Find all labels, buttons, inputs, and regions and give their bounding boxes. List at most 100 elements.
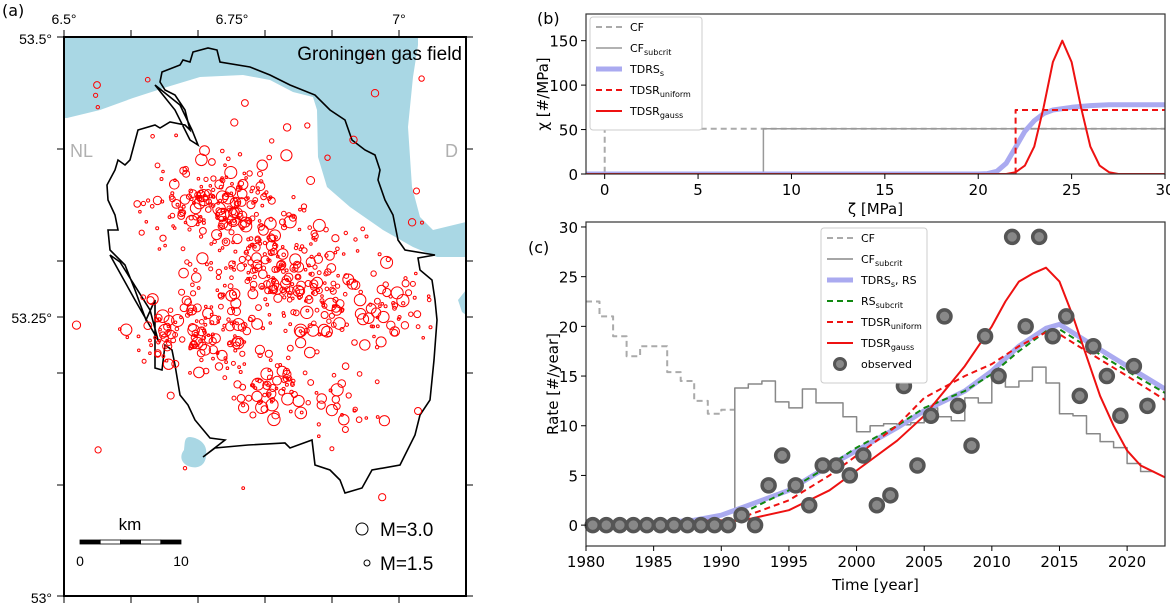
earthquake-marker xyxy=(163,243,167,248)
earthquake-marker xyxy=(233,348,238,353)
earthquake-marker xyxy=(303,267,308,272)
earthquake-marker xyxy=(164,345,168,349)
earthquake-marker xyxy=(144,76,151,83)
observed-point xyxy=(1003,228,1021,246)
earthquake-marker xyxy=(237,179,249,190)
observed-point xyxy=(1139,397,1156,415)
observed-point xyxy=(1085,337,1102,355)
x-tick-label: 1995 xyxy=(770,553,808,571)
legend-label-sub: uniform xyxy=(891,322,922,331)
earthquake-marker xyxy=(210,194,216,199)
earthquake-marker xyxy=(232,267,237,272)
earthquake-marker xyxy=(320,294,324,298)
earthquake-marker xyxy=(188,189,198,198)
earthquake-marker xyxy=(369,324,374,329)
earthquake-marker xyxy=(257,378,262,384)
earthquake-marker xyxy=(264,217,277,230)
earthquake-marker xyxy=(400,321,410,330)
earthquake-marker xyxy=(335,283,341,289)
earthquake-marker xyxy=(283,376,289,383)
x-tick-label: 0 xyxy=(600,181,610,199)
earthquake-marker xyxy=(174,326,180,332)
earthquake-marker xyxy=(152,195,163,206)
earthquake-marker xyxy=(377,252,382,257)
scale-bar-graphic xyxy=(79,539,182,545)
x-tick-label: 2010 xyxy=(973,553,1011,571)
earthquake-marker xyxy=(181,204,186,209)
earthquake-marker xyxy=(372,334,376,339)
series-line-cf-subcrit xyxy=(586,127,1165,174)
earthquake-marker xyxy=(183,220,188,225)
earthquake-marker xyxy=(246,270,251,275)
earthquake-marker xyxy=(255,190,261,195)
earthquake-marker xyxy=(360,226,366,232)
map-title: Groningen gas field xyxy=(297,44,462,65)
earthquake-marker xyxy=(312,264,318,270)
earthquake-marker xyxy=(358,289,364,295)
earthquake-marker xyxy=(244,278,251,285)
earthquake-marker xyxy=(215,288,220,293)
earthquake-marker xyxy=(324,250,335,261)
series-line-cf xyxy=(586,300,735,415)
observed-point xyxy=(665,516,683,534)
earthquake-marker xyxy=(232,337,242,347)
earthquake-marker xyxy=(295,274,301,280)
earthquake-marker xyxy=(301,247,308,254)
earthquake-marker xyxy=(246,200,256,210)
earthquake-marker xyxy=(342,273,355,286)
earthquake-marker xyxy=(300,305,314,319)
earthquake-marker xyxy=(179,336,186,343)
earthquake-marker xyxy=(294,406,308,420)
earthquake-marker xyxy=(375,324,380,329)
earthquake-marker xyxy=(278,264,283,269)
observed-point xyxy=(1071,387,1089,405)
legend-label-main: CF xyxy=(861,232,875,245)
lake xyxy=(181,437,207,468)
earthquake-marker xyxy=(275,254,280,259)
legend-circle-m15 xyxy=(363,559,371,567)
earthquake-marker xyxy=(171,199,182,209)
earthquake-marker xyxy=(288,409,293,414)
earthquake-marker xyxy=(409,280,416,287)
x-axis-label: Time [year] xyxy=(831,576,919,594)
earthquake-marker xyxy=(196,195,203,202)
earthquake-marker xyxy=(196,326,207,337)
earthquake-events xyxy=(71,53,433,502)
earthquake-marker xyxy=(289,213,297,222)
earthquake-marker xyxy=(331,372,337,378)
earthquake-marker xyxy=(298,329,303,333)
legend-label: CF xyxy=(861,232,875,245)
earthquake-marker xyxy=(272,242,277,246)
earthquake-marker xyxy=(120,323,133,336)
x-tick-label: 15 xyxy=(875,181,894,199)
legend-label: observed xyxy=(861,358,912,371)
legend-label-main: TDSR xyxy=(629,105,660,118)
earthquake-marker xyxy=(284,286,291,293)
observed-point xyxy=(638,516,656,534)
earthquake-marker xyxy=(228,229,235,236)
legend-label-extra: , RS xyxy=(895,274,917,287)
earthquake-marker xyxy=(344,322,349,327)
earthquake-marker xyxy=(329,446,335,452)
earthquake-marker xyxy=(159,177,164,181)
earthquake-marker xyxy=(301,207,307,213)
series-line-cf xyxy=(586,127,1165,174)
observed-point xyxy=(936,308,953,325)
earthquake-marker xyxy=(356,371,363,377)
earthquake-marker xyxy=(346,278,358,290)
observed-point xyxy=(598,516,615,534)
earthquake-marker xyxy=(199,145,210,157)
earthquake-marker xyxy=(188,344,194,350)
earthquake-marker xyxy=(355,249,360,253)
earthquake-marker xyxy=(201,335,207,341)
earthquake-marker xyxy=(193,267,198,273)
earthquake-marker xyxy=(428,325,433,330)
earthquake-marker xyxy=(246,237,251,242)
earthquake-marker xyxy=(286,355,291,361)
legend-circle-m3 xyxy=(355,522,369,536)
earthquake-marker xyxy=(392,305,397,311)
earthquake-marker xyxy=(230,182,234,186)
legend-label: TDSRgauss xyxy=(860,337,914,352)
earthquake-marker xyxy=(310,291,315,295)
